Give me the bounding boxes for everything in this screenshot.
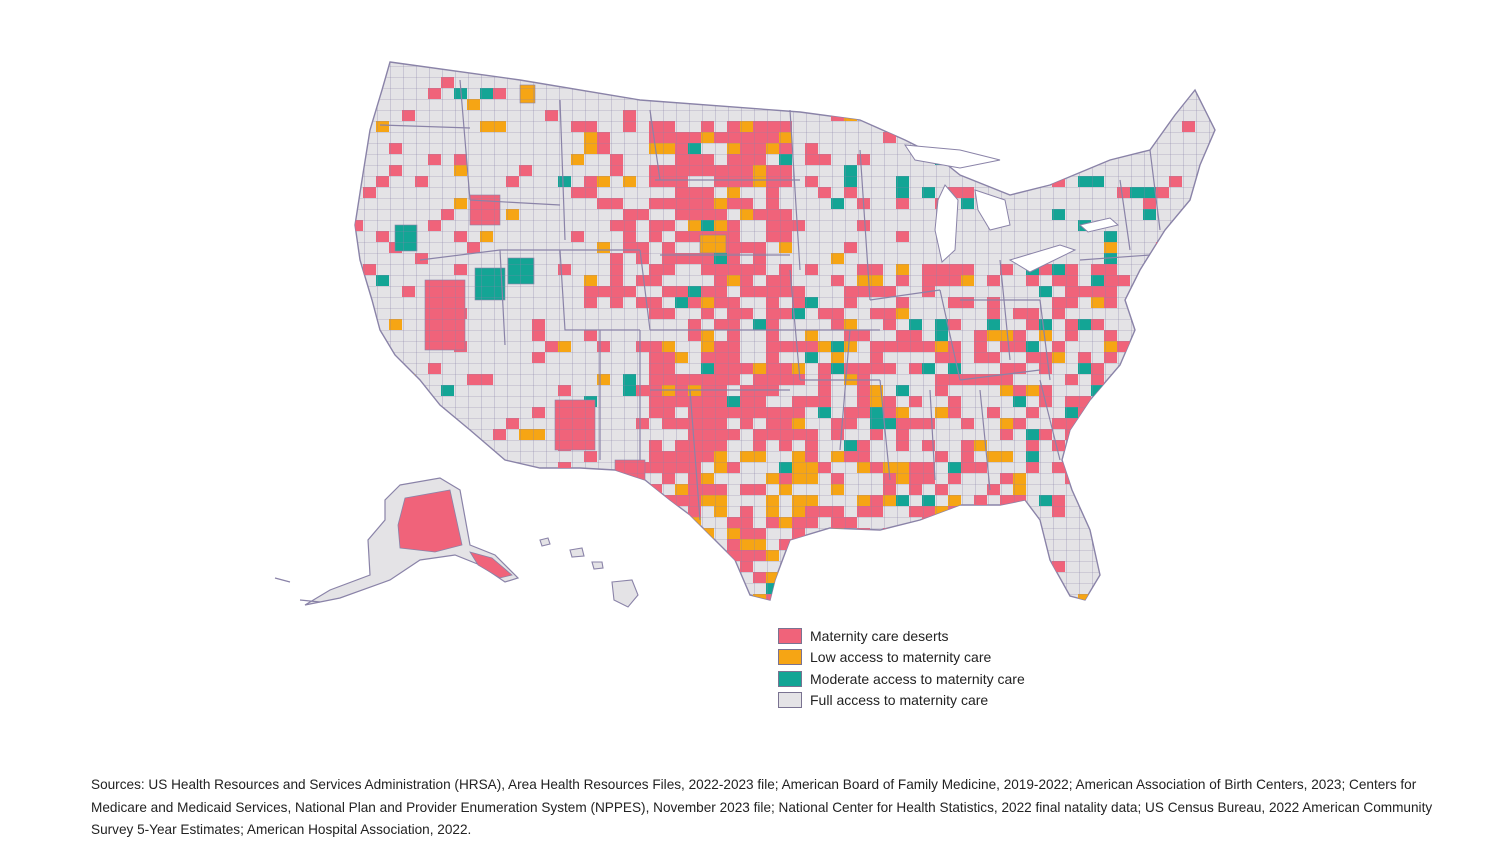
legend-swatch (778, 670, 802, 687)
alaska (274, 477, 520, 606)
state-borders (379, 79, 1161, 521)
us-county-map (274, 61, 1216, 608)
hawaii (539, 537, 639, 608)
legend-item-moderate-access: Moderate access to maternity care (778, 668, 1025, 690)
legend-label: Low access to maternity care (810, 649, 992, 666)
legend-swatch (778, 627, 802, 644)
legend-label: Moderate access to maternity care (810, 670, 1025, 687)
legend-label: Full access to maternity care (810, 692, 989, 709)
legend-item-full-access: Full access to maternity care (778, 690, 1025, 712)
legend-item-low-access: Low access to maternity care (778, 647, 1025, 669)
legend-label: Maternity care deserts (810, 627, 949, 644)
legend-item-deserts: Maternity care deserts (778, 625, 1025, 647)
legend-swatch (778, 692, 802, 709)
legend-swatch (778, 649, 802, 666)
map-legend: Maternity care deserts Low access to mat… (778, 625, 1025, 711)
sources-note: Sources: US Health Resources and Service… (91, 777, 1433, 837)
great-lakes (904, 144, 1120, 273)
